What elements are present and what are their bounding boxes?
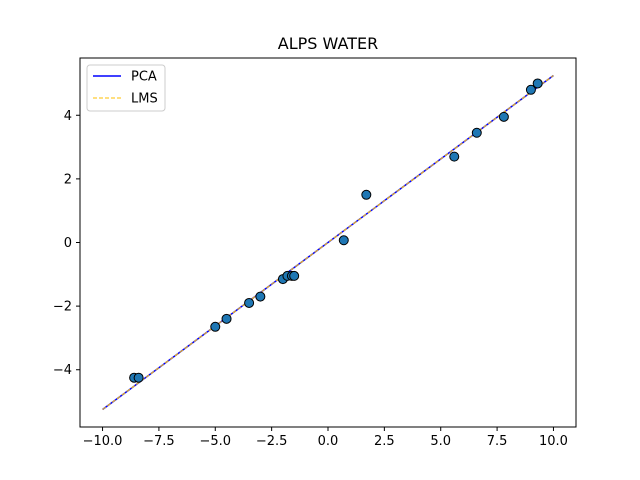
y-axis: −4 −2 0 2 4: [53, 109, 80, 378]
data-point: [133, 372, 144, 383]
y-tick-label: 2: [64, 172, 72, 187]
y-tick-label: −2: [53, 300, 72, 315]
data-point: [289, 270, 300, 281]
data-point: [221, 313, 232, 324]
x-tick-label: 0.0: [318, 434, 339, 449]
legend-label-pca: PCA: [131, 70, 157, 85]
data-point: [498, 111, 509, 122]
y-tick-label: 4: [64, 109, 72, 124]
x-tick-label: −7.5: [143, 434, 175, 449]
legend: PCA LMS: [86, 64, 166, 112]
chart-title: ALPS WATER: [278, 34, 378, 53]
data-point: [525, 84, 536, 95]
data-point: [255, 291, 266, 302]
x-axis: −10.0 −7.5 −5.0 −2.5 0.0 2.5 5.0 7.5 10.0: [83, 427, 568, 449]
y-tick-label: −4: [53, 363, 72, 378]
data-point: [338, 235, 349, 246]
x-tick-label: 10.0: [539, 434, 568, 449]
x-tick-label: 2.5: [374, 434, 395, 449]
points-layer: [129, 78, 543, 383]
series-layer: [102, 74, 554, 411]
data-point: [361, 189, 372, 200]
data-point: [244, 297, 255, 308]
legend-label-lms: LMS: [131, 92, 158, 107]
series-line-lms: [102, 75, 554, 410]
data-point: [532, 78, 543, 89]
data-point: [471, 127, 482, 138]
x-tick-label: 5.0: [430, 434, 451, 449]
y-tick-label: 0: [64, 236, 72, 251]
x-tick-label: −5.0: [199, 434, 231, 449]
x-tick-label: −10.0: [83, 434, 123, 449]
x-tick-label: −2.5: [256, 434, 288, 449]
data-point: [449, 151, 460, 162]
data-point: [210, 321, 221, 332]
x-tick-label: 7.5: [487, 434, 508, 449]
